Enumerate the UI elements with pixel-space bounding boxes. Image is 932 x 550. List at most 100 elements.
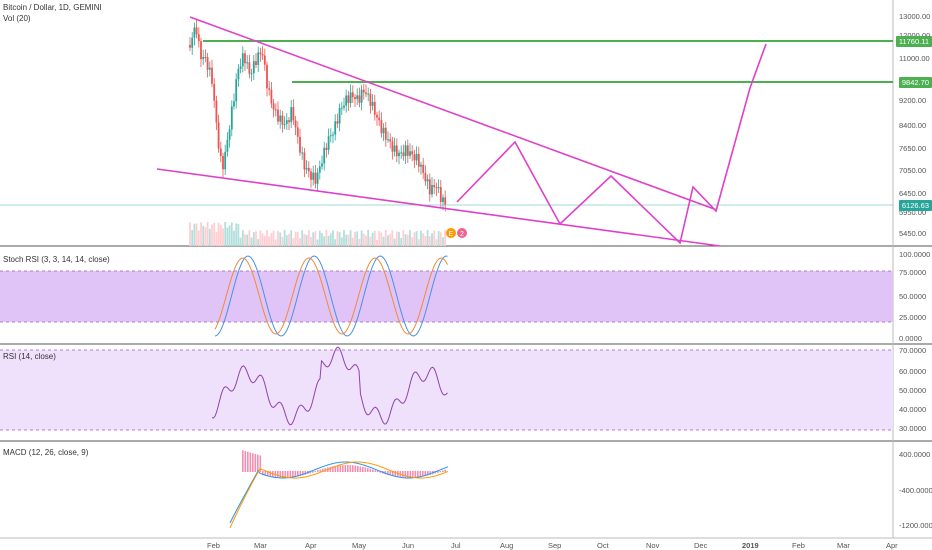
candle-body <box>406 145 409 156</box>
volume-bar <box>301 230 304 246</box>
volume-bar <box>274 239 277 246</box>
candle-body <box>266 64 268 89</box>
candle-body <box>239 66 242 69</box>
macd-hist-bar <box>259 455 262 472</box>
macd-hist-bar <box>369 468 372 472</box>
candle-body <box>261 54 264 56</box>
candle-body <box>244 53 246 64</box>
volume-bar <box>444 230 447 246</box>
candle-body <box>433 184 436 188</box>
macd-title[interactable]: MACD (12, 26, close, 9) <box>3 448 89 457</box>
candle-body <box>349 92 352 103</box>
stoch-band <box>0 271 893 322</box>
rsi-band <box>0 350 893 430</box>
macd-hist-bar <box>427 471 429 476</box>
rsi-path <box>211 346 448 426</box>
time-label: Feb <box>207 541 220 550</box>
volume-bar <box>189 222 191 246</box>
earnings-marker[interactable]: E 2 <box>446 228 467 238</box>
volume-bar <box>307 230 310 246</box>
volume-label[interactable]: Vol (20) <box>3 14 31 23</box>
macd-hist-bar <box>317 470 319 472</box>
candle-body <box>367 93 370 95</box>
candle-body <box>329 135 332 137</box>
candle-body <box>413 154 416 161</box>
candle-body <box>444 197 447 206</box>
candle-body <box>404 145 407 157</box>
macd-hist-bar <box>244 450 247 472</box>
volume-bar <box>222 228 224 246</box>
candle-body <box>391 141 394 152</box>
volume-bar <box>246 234 249 246</box>
volume-bar <box>277 230 279 246</box>
candle-body <box>325 147 328 150</box>
price-tick: 7650.00 <box>899 144 927 153</box>
candle-body <box>343 105 345 108</box>
volume-bar <box>285 235 288 246</box>
symbol-title[interactable]: Bitcoin / Dollar, 1D, GEMINI <box>3 3 102 12</box>
macd-hist-bar <box>254 453 257 472</box>
macd-signal-line <box>229 461 449 529</box>
candle-body <box>294 120 297 128</box>
price-tick: 12000.00 <box>899 31 930 40</box>
volume-bar <box>376 239 378 246</box>
candle-body <box>354 97 356 100</box>
candle-body <box>307 167 310 172</box>
volume-bar <box>305 235 308 246</box>
macd-hist-bar <box>352 465 354 472</box>
candle-body <box>191 37 194 48</box>
candle-body <box>358 95 361 103</box>
volume-bar <box>244 234 246 246</box>
candle-body <box>217 122 220 149</box>
candle-body <box>248 62 251 74</box>
price-tick: 6450.00 <box>899 189 927 198</box>
macd-lines <box>229 450 449 529</box>
volume-bar <box>281 236 284 246</box>
macd-hist-bar <box>334 465 337 472</box>
candle-body <box>340 107 343 109</box>
candle-body <box>250 73 253 75</box>
macd-hist-bar <box>379 471 382 473</box>
candle-body <box>415 153 418 161</box>
macd-hist-bar <box>264 471 267 476</box>
candle-body <box>255 61 257 65</box>
volume-bars <box>189 222 447 246</box>
macd-hist-bar <box>267 471 269 477</box>
rsi-tick: 60.0000 <box>899 367 927 376</box>
stoch-rsi-title[interactable]: Stoch RSI (3, 3, 14, 14, close) <box>3 255 110 264</box>
volume-bar <box>263 235 266 246</box>
trendline-drawings[interactable] <box>156 16 767 247</box>
macd-hist-bar <box>372 469 374 472</box>
candle-body <box>393 145 396 152</box>
candle-body <box>202 56 205 60</box>
macd-hist-bar <box>409 471 412 478</box>
volume-bar <box>202 225 205 246</box>
candle-body <box>373 101 376 115</box>
volume-bar <box>413 232 416 246</box>
macd-hist-bar <box>407 471 409 478</box>
rsi-title[interactable]: RSI (14, close) <box>3 352 56 361</box>
candle-body <box>347 95 350 103</box>
price-tick: 5950.00 <box>899 208 927 217</box>
candle-body <box>213 83 216 101</box>
volume-bar <box>270 232 273 246</box>
price-tick: 5450.00 <box>899 229 927 238</box>
volume-bar <box>332 230 334 246</box>
macd-hist-bar <box>367 468 369 472</box>
candle-body <box>439 187 442 202</box>
macd-hist-bar <box>419 471 422 478</box>
macd-hist-bar <box>284 471 287 478</box>
candlesticks[interactable] <box>189 19 447 212</box>
volume-bar <box>193 223 196 246</box>
volume-bar <box>266 230 268 246</box>
candle-body <box>241 53 244 67</box>
macd-hist-bar <box>362 466 364 472</box>
price-tick: 9200.00 <box>899 96 927 105</box>
volume-bar <box>409 230 411 246</box>
upper-trendline <box>189 16 718 211</box>
volume-bar <box>239 237 242 246</box>
volume-bar <box>327 235 330 246</box>
macd-hist-bar <box>424 471 427 477</box>
volume-bar <box>321 233 323 246</box>
